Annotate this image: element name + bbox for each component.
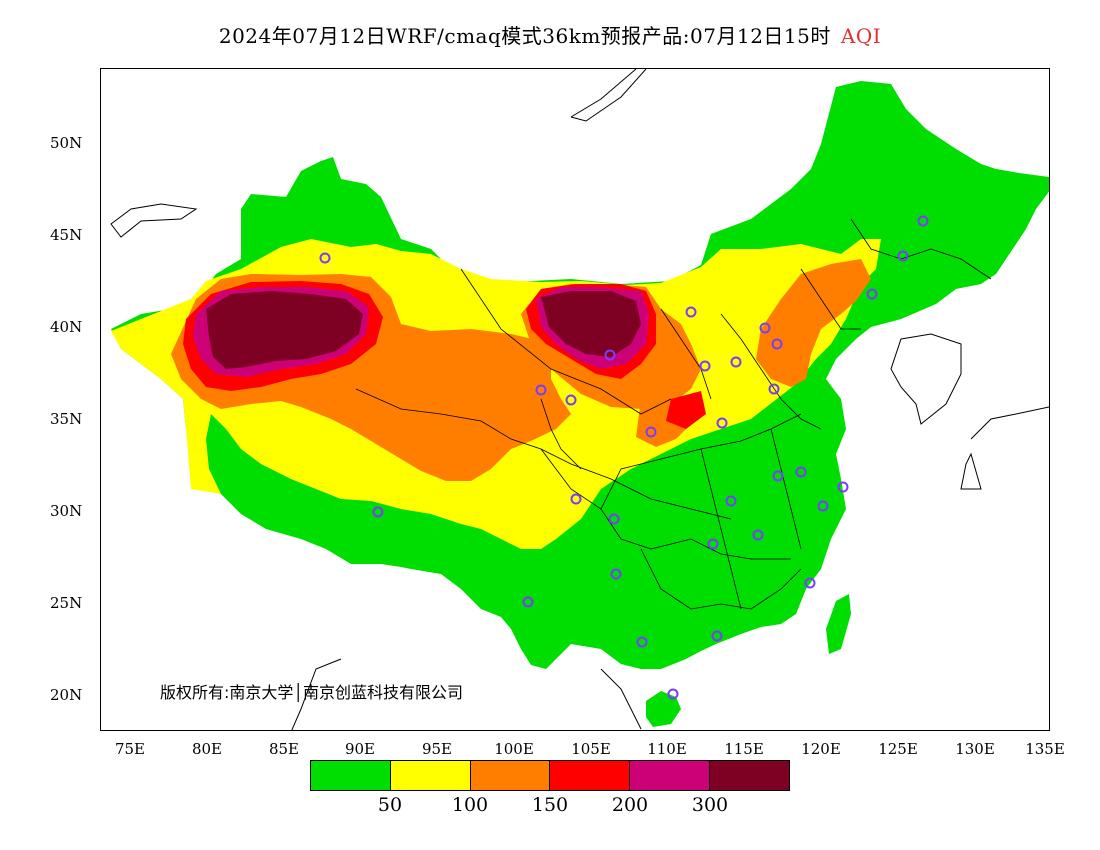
x-tick-label-115e: 115E	[724, 740, 764, 758]
legend-swatch-hazardous	[710, 761, 789, 790]
legend-label-100: 100	[451, 794, 489, 816]
legend-label-200: 200	[611, 794, 649, 816]
taiwan-island	[826, 594, 851, 654]
title-product: AQI	[840, 24, 882, 48]
x-tick-label-130e: 130E	[955, 740, 995, 758]
x-tick-label-125e: 125E	[878, 740, 918, 758]
x-tick-label-105e: 105E	[571, 740, 611, 758]
aqi-legend-bar	[310, 760, 790, 791]
coastline-korea	[890, 333, 962, 425]
hainan-island	[646, 691, 681, 727]
legend-swatch-unhealthy	[550, 761, 631, 790]
x-tick-label-80e: 80E	[191, 740, 223, 758]
coastline-kazakh	[110, 203, 198, 238]
x-tick-label-90e: 90E	[344, 740, 376, 758]
aqi-hazardous-west	[206, 291, 363, 369]
x-tick-label-120e: 120E	[801, 740, 841, 758]
legend-label-150: 150	[531, 794, 569, 816]
coastline-lake	[570, 69, 647, 122]
aqi-usg-region-northeast	[756, 259, 871, 387]
title-text: 2024年07月12日WRF/cmaq模式36km预报产品:07月12日15时	[218, 24, 831, 48]
aqi-unhealthy-region-central	[666, 391, 706, 429]
x-tick-label-110e: 110E	[647, 740, 687, 758]
y-tick-label-45n: 45N	[50, 226, 83, 244]
map-frame	[100, 68, 1050, 731]
aqi-map	[110, 69, 1049, 730]
map-title: 2024年07月12日WRF/cmaq模式36km预报产品:07月12日15时 A…	[0, 20, 1100, 49]
x-tick-label-75e: 75E	[114, 740, 146, 758]
legend-label-50: 50	[377, 794, 403, 816]
x-tick-label-135e: 135E	[1025, 740, 1065, 758]
x-tick-label-95e: 95E	[421, 740, 453, 758]
y-tick-label-35n: 35N	[50, 410, 83, 428]
province-boundaries	[355, 218, 992, 610]
x-tick-label-85e: 85E	[268, 740, 300, 758]
legend-swatch-very-unhealthy	[630, 761, 711, 790]
y-tick-label-30n: 30N	[50, 502, 83, 520]
coastline-southeast-asia	[291, 658, 642, 730]
legend-swatch-moderate	[390, 761, 471, 790]
y-tick-label-20n: 20N	[50, 686, 83, 704]
y-tick-label-25n: 25N	[50, 594, 83, 612]
aqi-hazardous-north	[541, 291, 641, 357]
y-tick-label-40n: 40N	[50, 318, 83, 336]
legend-swatch-good	[311, 761, 391, 790]
x-tick-label-100e: 100E	[494, 740, 534, 758]
y-tick-label-50n: 50N	[50, 134, 83, 152]
copyright-notice: 版权所有:南京大学│南京创蓝科技有限公司	[160, 683, 464, 702]
legend-label-300: 300	[691, 794, 729, 816]
legend-swatch-usg	[470, 761, 551, 790]
coastline-japan	[960, 406, 1049, 490]
station-markers	[319, 215, 929, 700]
